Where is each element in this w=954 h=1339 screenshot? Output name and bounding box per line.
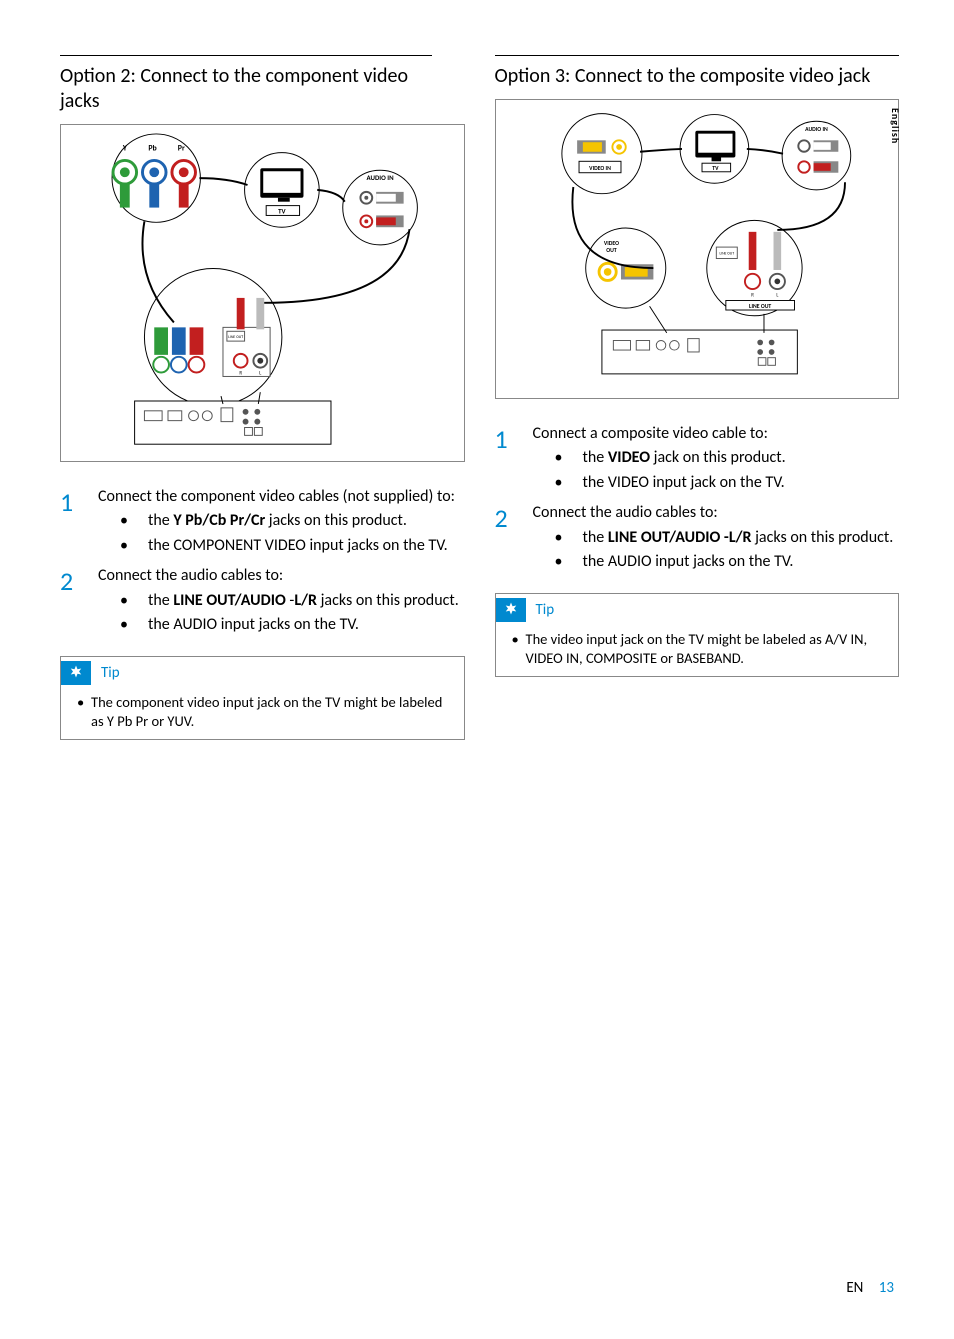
step-number: 2 xyxy=(495,502,533,533)
tip-icon xyxy=(61,661,91,685)
footer-page-number: 13 xyxy=(879,1279,894,1297)
svg-text:TV: TV xyxy=(278,206,286,215)
step-intro: Connect the component video cables (not … xyxy=(98,487,455,506)
footer-language: EN xyxy=(846,1279,863,1297)
step-intro: Connect a composite video cable to: xyxy=(533,424,768,443)
step-item: the COMPONENT VIDEO input jacks on the T… xyxy=(148,535,465,557)
option2-diagram: Y Pb Pr xyxy=(60,124,465,462)
column-left: Option 2: Connect to the component video… xyxy=(60,55,465,740)
svg-text:L: L xyxy=(776,293,778,299)
step-number: 1 xyxy=(495,423,533,454)
step-item: the Y Pb/Cb Pr/Cr jacks on this product. xyxy=(148,510,465,532)
option2-title: Option 2: Connect to the component video… xyxy=(60,55,432,114)
svg-text:VIDEO IN: VIDEO IN xyxy=(589,165,611,172)
column-right: Option 3: Connect to the composite video… xyxy=(495,55,900,740)
svg-text:AUDIO IN: AUDIO IN xyxy=(805,126,828,133)
step-item: the VIDEO jack on this product. xyxy=(583,447,900,469)
tip-box: Tip The video input jack on the TV might… xyxy=(495,593,900,677)
option3-steps: 1 Connect a composite video cable to: th… xyxy=(495,423,900,575)
tip-label: Tip xyxy=(101,664,120,684)
svg-text:R: R xyxy=(239,370,242,376)
svg-text:R: R xyxy=(751,293,754,299)
step-item: the LINE OUT/AUDIO -L/R jacks on this pr… xyxy=(148,590,465,612)
svg-text:Pb: Pb xyxy=(148,145,156,154)
language-tab: English xyxy=(889,108,902,144)
step-item: the AUDIO input jacks on the TV. xyxy=(148,614,465,636)
tip-icon xyxy=(496,598,526,622)
svg-text:LINE OUT: LINE OUT xyxy=(749,303,771,310)
step-number: 2 xyxy=(60,565,98,596)
step-intro: Connect the audio cables to: xyxy=(533,503,718,522)
option3-title: Option 3: Connect to the composite video… xyxy=(495,55,900,89)
tip-text: The component video input jack on the TV… xyxy=(91,693,454,731)
step-item: the LINE OUT/AUDIO -L/R jacks on this pr… xyxy=(583,527,900,549)
svg-text:LINE OUT: LINE OUT xyxy=(719,252,734,257)
option3-diagram: VIDEO IN TV AUDIO IN xyxy=(495,99,900,399)
page-content: Option 2: Connect to the component video… xyxy=(0,0,954,780)
step-item: the AUDIO input jacks on the TV. xyxy=(583,551,900,573)
svg-text:Pr: Pr xyxy=(178,145,185,154)
step-number: 1 xyxy=(60,486,98,517)
tip-label: Tip xyxy=(536,601,555,621)
svg-text:OUT: OUT xyxy=(606,247,617,254)
svg-text:AUDIO IN: AUDIO IN xyxy=(366,173,394,182)
svg-text:TV: TV xyxy=(712,165,719,172)
svg-text:LINE OUT: LINE OUT xyxy=(228,335,243,340)
tip-box: Tip The component video input jack on th… xyxy=(60,656,465,740)
step-intro: Connect the audio cables to: xyxy=(98,566,283,585)
option2-steps: 1 Connect the component video cables (no… xyxy=(60,486,465,638)
svg-text:L: L xyxy=(259,370,261,376)
step-item: the VIDEO input jack on the TV. xyxy=(583,472,900,494)
page-footer: EN 13 xyxy=(846,1279,894,1297)
tip-text: The video input jack on the TV might be … xyxy=(526,630,889,668)
